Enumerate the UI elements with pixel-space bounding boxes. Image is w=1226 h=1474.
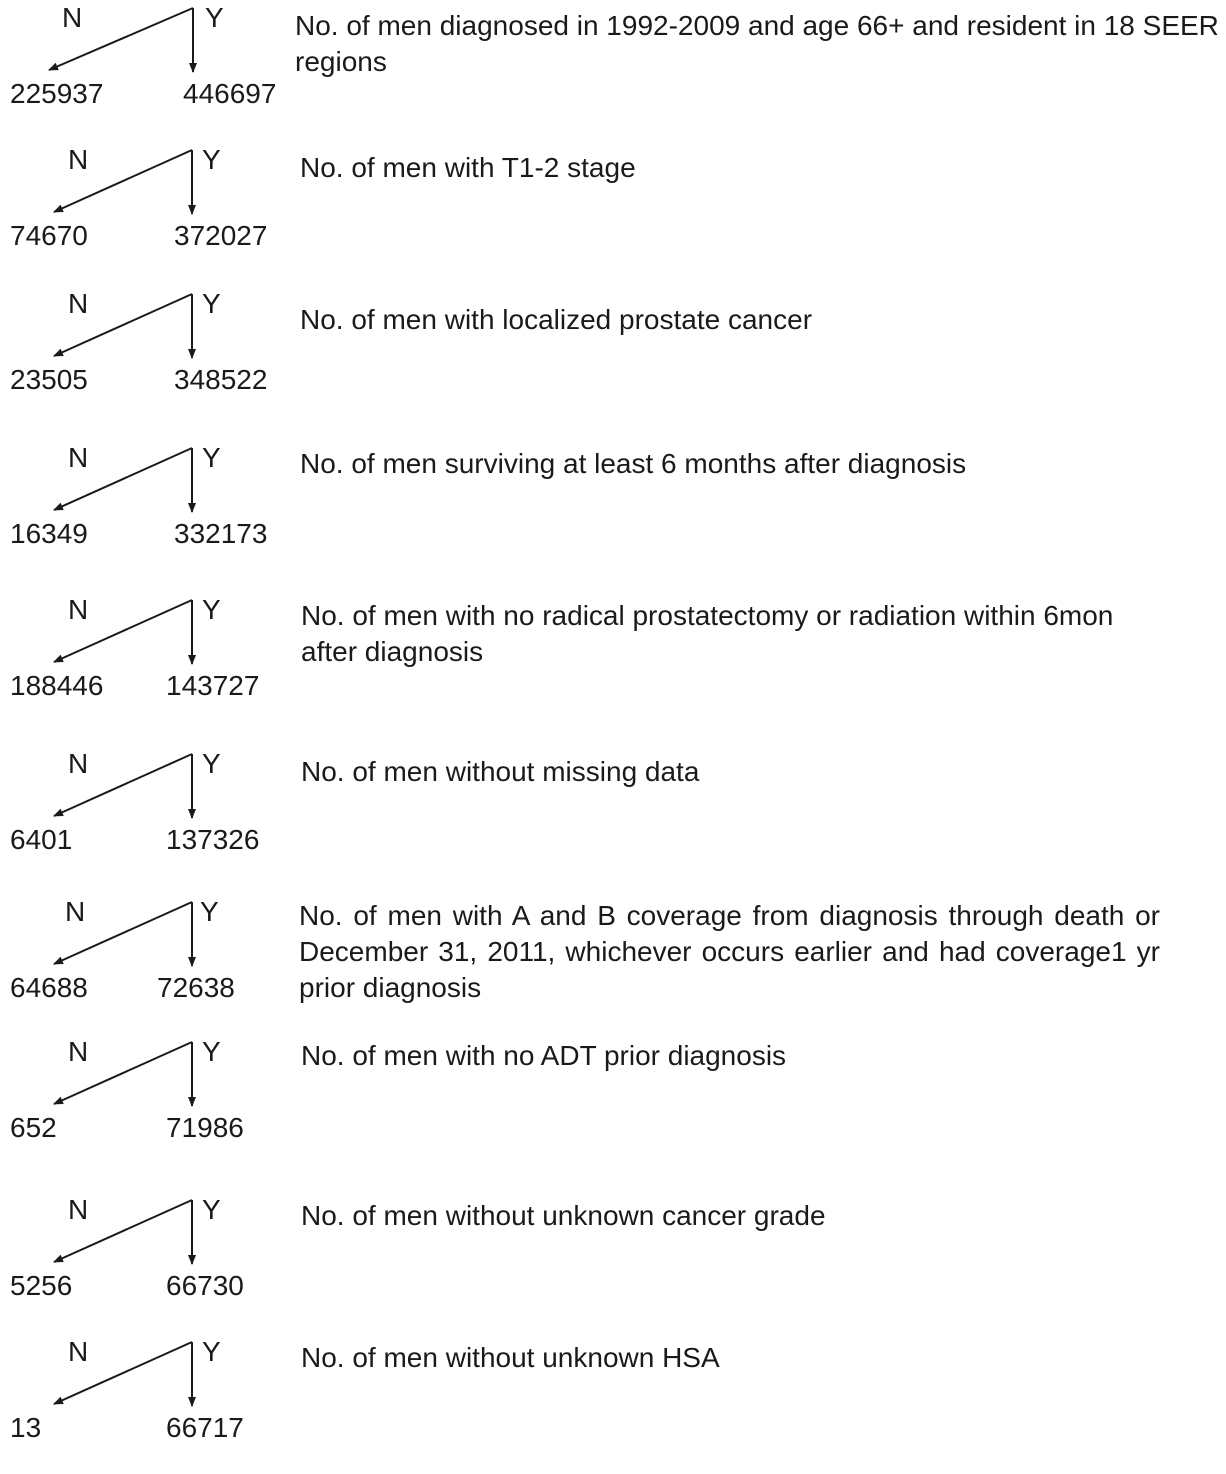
yes-label: Y: [202, 288, 221, 319]
retained-count: 446697: [183, 78, 277, 109]
split-arrows: [53, 1041, 196, 1107]
no-branch-arrow: [53, 1341, 193, 1405]
no-branch-arrow: [53, 753, 193, 817]
yes-label: Y: [202, 144, 221, 175]
no-branch-arrow: [53, 1041, 193, 1105]
retained-count: 137326: [166, 824, 260, 855]
criterion-text: No. of men without missing data: [301, 756, 700, 787]
excluded-count: 5256: [10, 1270, 73, 1301]
retained-count: 72638: [157, 972, 235, 1003]
retained-count: 348522: [174, 364, 268, 395]
flow-step-8: N Y 652 71986 No. of men with no ADT prior d…: [0, 1034, 1226, 1174]
no-label: N: [68, 1194, 89, 1225]
yes-label: Y: [202, 1336, 221, 1367]
flow-step-3: N Y 23505 348522 No. of men with localized p…: [0, 286, 1226, 426]
retained-count: 71986: [166, 1112, 244, 1143]
split-arrows: [53, 753, 196, 819]
no-label: N: [68, 442, 89, 473]
yes-label: Y: [200, 896, 219, 927]
split-arrows: [53, 901, 196, 967]
criterion-text: No. of men diagnosed in 1992-2009 and ag…: [295, 10, 1219, 77]
no-branch-arrow: [53, 293, 193, 357]
no-label: N: [68, 1336, 89, 1367]
flow-step-4: N Y 16349 332173 No. of men surviving at lea…: [0, 440, 1226, 580]
flow-step-2: N Y 74670 372027 No. of men with T1-2 stage: [0, 142, 1226, 282]
criterion-text: No. of men without unknown HSA: [301, 1342, 720, 1373]
flow-step-6: N Y 6401 137326 No. of men without missing d…: [0, 746, 1226, 886]
excluded-count: 74670: [10, 220, 88, 251]
flow-step-10: N Y 13 66717 No. of men without unknown HSA: [0, 1334, 1226, 1474]
split-arrows: [53, 1341, 196, 1407]
exclusion-flow-diagram: N Y 225937 446697 No. of men diagnosed in 19…: [0, 0, 1226, 1443]
excluded-count: 64688: [10, 972, 88, 1003]
no-label: N: [62, 2, 83, 33]
flow-step-7: N Y 64688 72638 No. of men with A and B cove…: [0, 894, 1226, 1034]
no-branch-arrow: [53, 1199, 193, 1263]
excluded-count: 23505: [10, 364, 88, 395]
no-branch-arrow: [53, 149, 193, 213]
no-label: N: [68, 594, 89, 625]
no-label: N: [68, 1036, 89, 1067]
yes-label: Y: [202, 1036, 221, 1067]
no-branch-arrow: [48, 7, 194, 71]
flow-step-5: N Y 188446 143727 No. of men with no radical…: [0, 592, 1226, 732]
retained-count: 332173: [174, 518, 268, 549]
retained-count: 143727: [166, 670, 260, 701]
yes-label: Y: [202, 594, 221, 625]
flow-step-1: N Y 225937 446697 No. of men diagnosed in 19…: [0, 0, 1226, 140]
criterion-text: No. of men without unknown cancer grade: [301, 1200, 826, 1231]
yes-label: Y: [202, 442, 221, 473]
split-arrows: [53, 599, 196, 665]
criterion-text: No. of men with no ADT prior diagnosis: [301, 1040, 787, 1071]
no-branch-arrow: [53, 447, 193, 511]
split-arrows: [53, 447, 196, 513]
excluded-count: 652: [10, 1112, 57, 1143]
criterion-text: No. of men with localized prostate cance…: [300, 304, 813, 335]
split-arrows: [53, 293, 196, 359]
no-label: N: [65, 896, 86, 927]
retained-count: 66717: [166, 1412, 244, 1443]
split-arrows: [53, 1199, 196, 1265]
no-branch-arrow: [53, 901, 193, 965]
criterion-text: No. of men surviving at least 6 months a…: [300, 448, 967, 479]
excluded-count: 13: [10, 1412, 42, 1443]
split-arrows: [48, 7, 197, 73]
flow-step-9: N Y 5256 66730 No. of men without unknown ca…: [0, 1192, 1226, 1332]
no-label: N: [68, 144, 89, 175]
no-label: N: [68, 748, 89, 779]
yes-label: Y: [202, 1194, 221, 1225]
retained-count: 66730: [166, 1270, 244, 1301]
yes-label: Y: [205, 2, 224, 33]
no-label: N: [68, 288, 89, 319]
split-arrows: [53, 149, 196, 215]
yes-label: Y: [202, 748, 221, 779]
excluded-count: 16349: [10, 518, 88, 549]
criterion-text: No. of men with T1-2 stage: [300, 152, 636, 183]
criterion-text: No. of men with A and B coverage from di…: [299, 900, 1160, 1003]
retained-count: 372027: [174, 220, 268, 251]
excluded-count: 188446: [10, 670, 104, 701]
criterion-text: No. of men with no radical prostatectomy…: [301, 600, 1114, 667]
excluded-count: 225937: [10, 78, 104, 109]
excluded-count: 6401: [10, 824, 73, 855]
no-branch-arrow: [53, 599, 193, 663]
